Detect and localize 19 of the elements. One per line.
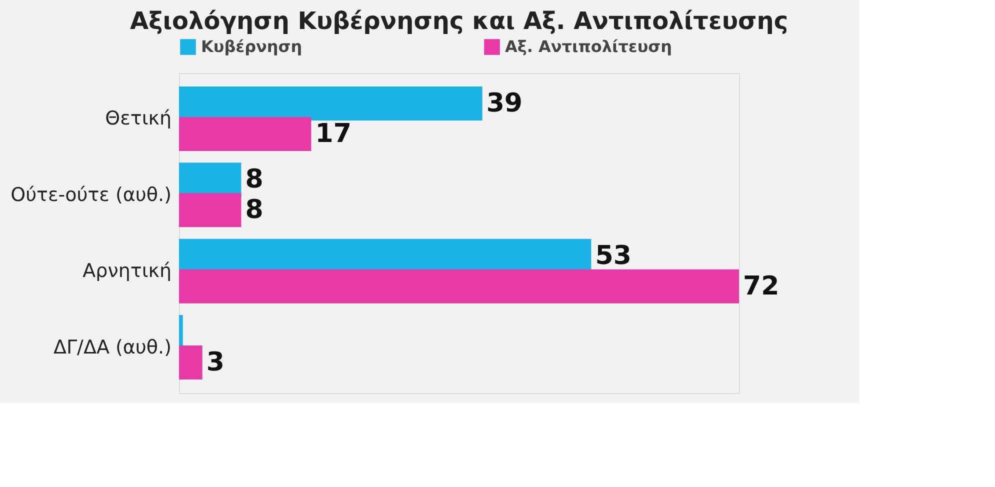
bar <box>179 346 202 380</box>
y-tick-label: Αρνητική <box>82 260 172 282</box>
legend-label: Κυβέρνηση <box>201 37 302 56</box>
data-label: 3 <box>206 348 224 378</box>
data-label: 72 <box>743 271 780 302</box>
data-label: 39 <box>486 88 523 118</box>
y-tick-label: ΔΓ/ΔΑ (αυθ.) <box>53 336 172 358</box>
bar <box>179 193 242 228</box>
data-label: 8 <box>245 195 264 226</box>
legend-label: Αξ. Αντιπολίτευση <box>505 37 672 56</box>
data-label: 17 <box>315 118 352 149</box>
chart-title: Αξιολόγηση Κυβέρνησης και Αξ. Αντιπολίτευσης <box>130 7 788 35</box>
data-label: 53 <box>595 240 632 271</box>
bar <box>179 116 312 151</box>
bar <box>179 86 482 120</box>
data-label: 8 <box>245 164 264 195</box>
y-tick-label: Θετική <box>105 108 172 130</box>
y-tick-label: Ούτε-ούτε (αυθ.) <box>10 184 172 206</box>
bar <box>179 269 739 304</box>
